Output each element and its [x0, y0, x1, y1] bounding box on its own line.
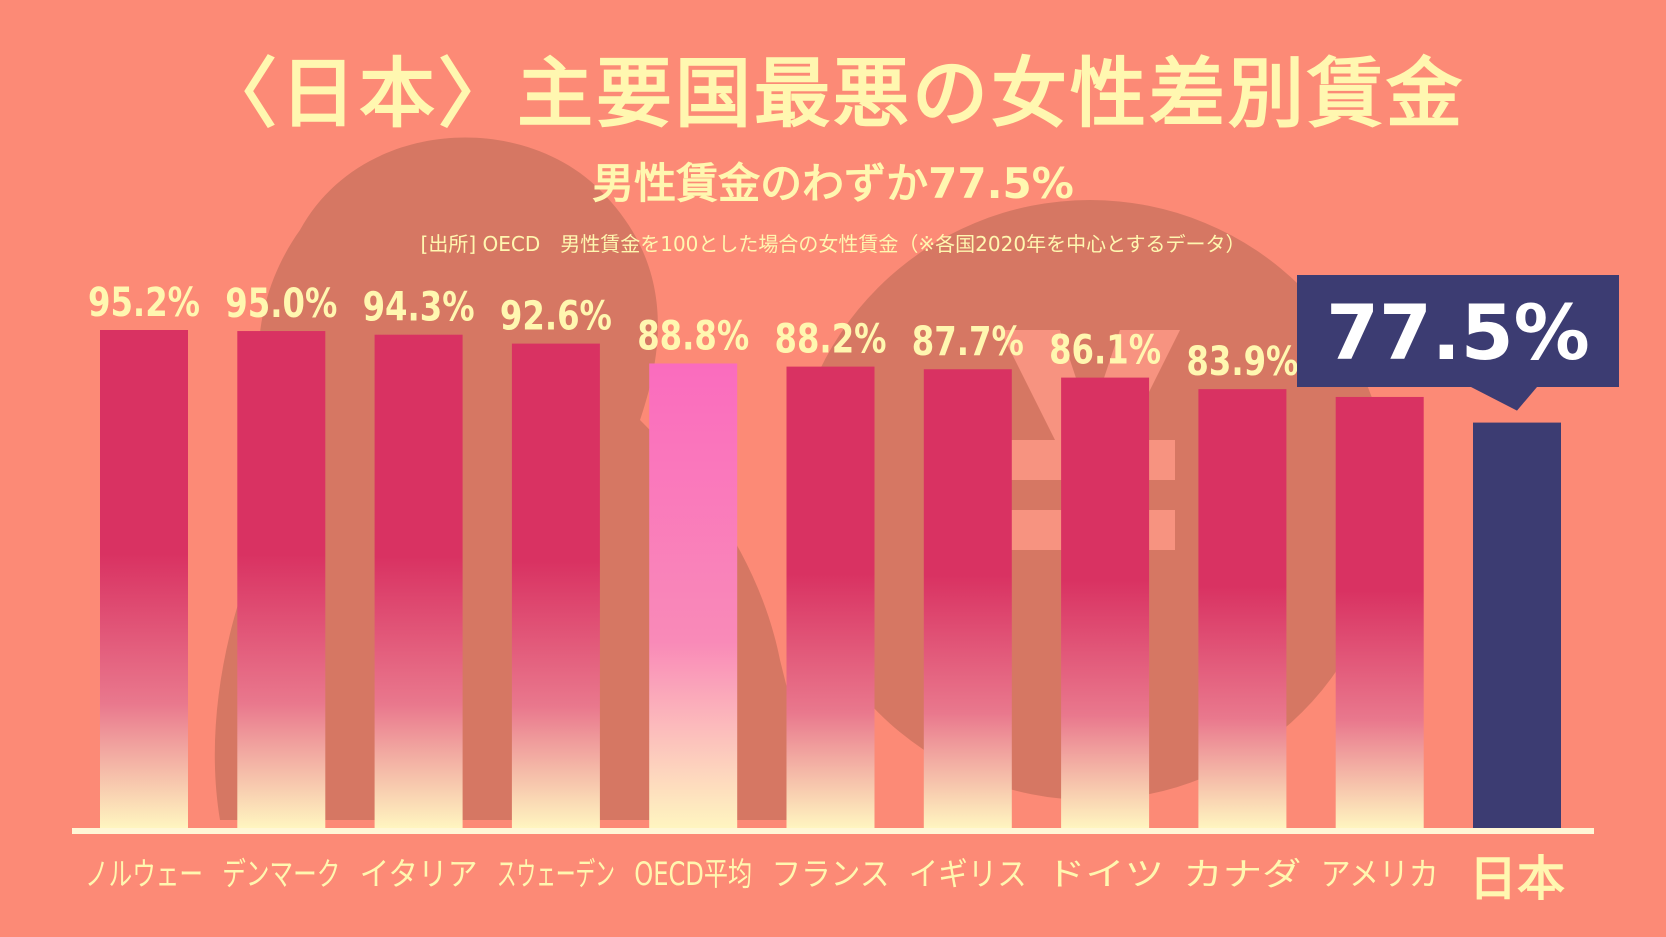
- category-label: ノルウェー: [85, 855, 203, 893]
- bar-value-label: 88.8%: [637, 313, 749, 359]
- bar-1: [237, 331, 326, 828]
- bar-9: [1335, 396, 1424, 828]
- bar-value-label: 95.0%: [225, 281, 337, 327]
- bar-6: [923, 369, 1012, 828]
- bar-value-label: 88.2%: [775, 317, 887, 363]
- bar-10: [1473, 422, 1561, 828]
- bar-0: [100, 330, 188, 828]
- bar-value-label: 95.2%: [88, 280, 200, 326]
- category-label: デンマーク: [222, 855, 340, 893]
- x-axis-line: [72, 828, 1594, 834]
- bar-5: [786, 366, 875, 828]
- callout-value: 77.5%: [1326, 288, 1590, 377]
- page-subtitle: 男性賃金のわずか77.5%: [592, 159, 1074, 208]
- bar-value-label: 83.9%: [1186, 339, 1298, 385]
- bar-8: [1198, 389, 1287, 828]
- category-label: イタリア: [360, 855, 478, 893]
- bar-4: [649, 363, 738, 828]
- category-label: カナダ: [1183, 855, 1301, 893]
- source-note: [出所] OECD 男性賃金を100とした場合の女性賃金（※各国2020年を中心…: [420, 232, 1246, 256]
- bars: 95.2% ノルウェー 95.0% デンマーク 94.3% イタリア 92.6% スウェーデン…: [85, 280, 1565, 907]
- category-label: スウェーデン: [497, 855, 615, 893]
- bar-value-label: 92.6%: [500, 294, 612, 340]
- page-title: 〈日本〉主要国最悪の女性差別賃金: [201, 49, 1465, 138]
- bar-value-label: 94.3%: [363, 285, 475, 331]
- category-label: イギリス: [909, 855, 1027, 893]
- highlight-callout: 77.5%: [1297, 275, 1619, 411]
- bar-value-label: 87.7%: [912, 319, 1024, 365]
- bar-value-label: 86.1%: [1049, 328, 1161, 374]
- category-label: OECD平均: [634, 855, 752, 893]
- category-label: アメリカ: [1321, 855, 1439, 893]
- category-label: フランス: [772, 855, 890, 893]
- category-label: 日本: [1469, 851, 1565, 907]
- callout-box: [1297, 275, 1619, 411]
- bar-7: [1061, 377, 1150, 828]
- bar-2: [374, 334, 463, 828]
- bar-3: [511, 343, 600, 828]
- category-label: ドイツ: [1046, 855, 1164, 893]
